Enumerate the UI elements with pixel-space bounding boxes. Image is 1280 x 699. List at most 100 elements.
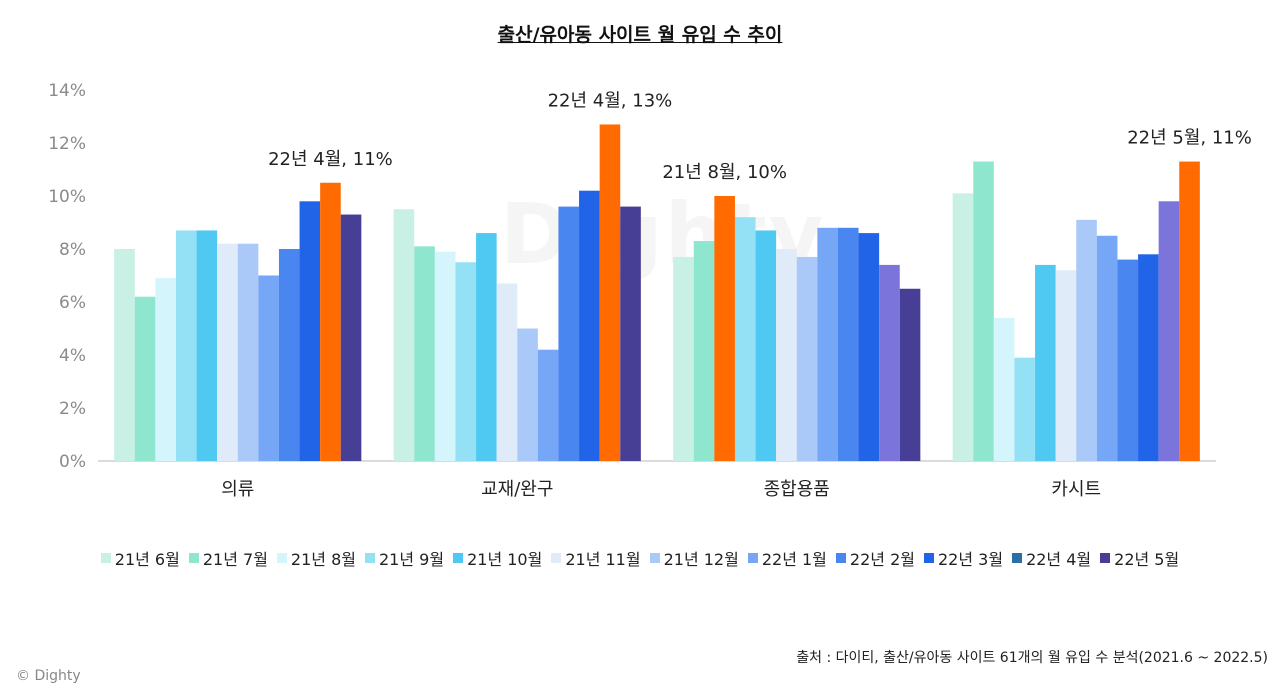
- bar: [196, 230, 218, 461]
- legend-swatch: [1100, 553, 1111, 563]
- bar: [393, 209, 415, 461]
- legend-label: 22년 4월: [1026, 550, 1092, 569]
- bar: [237, 243, 259, 461]
- legend-swatch: [453, 553, 464, 563]
- source-note: 출처 : 다이티, 출산/유아동 사이트 61개의 월 유입 수 분석(2021…: [796, 650, 1268, 666]
- bar: [517, 328, 538, 461]
- legend-swatch: [649, 553, 660, 563]
- bar: [1096, 235, 1118, 461]
- legend-label: 21년 10월: [467, 550, 543, 569]
- legend-swatch: [100, 553, 111, 563]
- legend-item: 21년 9월: [365, 546, 444, 570]
- bar: [1035, 264, 1056, 461]
- bar: [476, 233, 497, 461]
- y-tick-label: 6%: [59, 293, 86, 313]
- bar: [673, 256, 694, 461]
- y-tick-label: 10%: [48, 187, 86, 207]
- y-tick-label: 8%: [59, 240, 86, 260]
- legend-item: 22년 3월: [923, 546, 1004, 570]
- y-tick-label: 0%: [59, 452, 86, 472]
- legend-label: 21년 12월: [663, 550, 739, 569]
- bar: [1076, 219, 1097, 461]
- legend-item: 22년 5월: [1100, 546, 1179, 570]
- legend-item: 22년 2월: [835, 546, 915, 570]
- bar: [952, 193, 974, 461]
- x-tick-label: 교재/완구: [481, 479, 553, 500]
- bar: [879, 264, 900, 461]
- legend-label: 22년 3월: [937, 550, 1004, 569]
- chart-legend: 21년 6월 21년 7월 21년 8월 21년 9월 21년 10월 21년 11월 21…: [0, 546, 1280, 570]
- legend-swatch: [835, 553, 846, 563]
- bar: [155, 278, 176, 461]
- bar: [114, 249, 135, 461]
- legend-item: 21년 8월: [276, 546, 356, 570]
- bar: [714, 196, 735, 461]
- bar: [693, 241, 715, 461]
- x-tick-label: 의류: [221, 479, 254, 500]
- bar: [776, 249, 797, 461]
- legend-label: 21년 8월: [290, 550, 356, 569]
- bar: [755, 230, 777, 461]
- bar: [734, 217, 756, 461]
- legend-swatch: [276, 553, 287, 563]
- bar: [258, 275, 279, 461]
- bar: [579, 190, 600, 461]
- bar: [796, 256, 818, 461]
- bar: [320, 182, 341, 461]
- data-label: 22년 5월, 11%: [1127, 128, 1252, 149]
- data-label: 22년 4월, 11%: [268, 149, 393, 170]
- bar-chart: 0% 2% 4% 6% 8% 10% 12% 14% 의류 교재/완구 종합용품 카시트 22년 4월,…: [48, 81, 1252, 500]
- bar: [1055, 270, 1077, 461]
- bar: [340, 214, 362, 461]
- bar: [599, 124, 621, 461]
- legend-label: 21년 11월: [565, 550, 641, 569]
- legend-label: 22년 1월: [761, 550, 827, 569]
- legend-label: 21년 7월: [202, 550, 268, 569]
- bar: [1117, 259, 1139, 461]
- legend-label: 21년 6월: [114, 550, 180, 569]
- bar: [1158, 201, 1180, 462]
- bar: [496, 283, 518, 461]
- legend-swatch: [365, 553, 375, 563]
- legend-swatch: [1012, 553, 1023, 563]
- bar: [858, 233, 880, 461]
- legend-item: 22년 1월: [747, 546, 827, 570]
- bar: [899, 288, 921, 461]
- x-tick-label: 종합용품: [764, 479, 830, 500]
- legend-item: 21년 6월: [100, 546, 180, 570]
- legend-swatch: [747, 553, 758, 563]
- bar: [455, 262, 477, 461]
- y-tick-label: 12%: [48, 134, 86, 154]
- legend-label: 21년 9월: [379, 550, 445, 569]
- bar: [817, 227, 838, 461]
- bar: [434, 251, 456, 461]
- bar: [1014, 357, 1036, 461]
- data-label: 22년 4월, 13%: [548, 90, 673, 111]
- legend-label: 22년 5월: [1114, 550, 1180, 569]
- chart-title: 출산/유아동 사이트 월 유입 수 추이: [497, 24, 783, 46]
- legend-label: 22년 2월: [849, 550, 915, 569]
- bar: [537, 349, 559, 461]
- bar: [1138, 254, 1159, 461]
- y-tick-label: 4%: [59, 346, 86, 366]
- bar: [558, 206, 580, 461]
- x-tick-label: 카시트: [1051, 479, 1101, 500]
- bar: [217, 243, 238, 461]
- bar: [134, 296, 156, 461]
- y-tick-label: 14%: [48, 81, 86, 101]
- legend-item: 21년 7월: [188, 546, 268, 570]
- bar: [278, 249, 300, 461]
- legend-item: 21년 10월: [453, 546, 542, 570]
- bar: [837, 227, 859, 461]
- legend-swatch: [923, 553, 934, 563]
- bar: [973, 161, 994, 462]
- data-label: 21년 8월, 10%: [662, 162, 787, 183]
- bar: [620, 206, 641, 461]
- legend-item: 22년 4월: [1012, 546, 1091, 570]
- bar: [1179, 161, 1200, 462]
- legend-swatch: [188, 553, 199, 563]
- legend-swatch: [551, 553, 562, 563]
- bar: [299, 201, 321, 462]
- copyright-watermark: © Dighty: [16, 668, 81, 684]
- legend-item: 21년 11월: [551, 546, 641, 570]
